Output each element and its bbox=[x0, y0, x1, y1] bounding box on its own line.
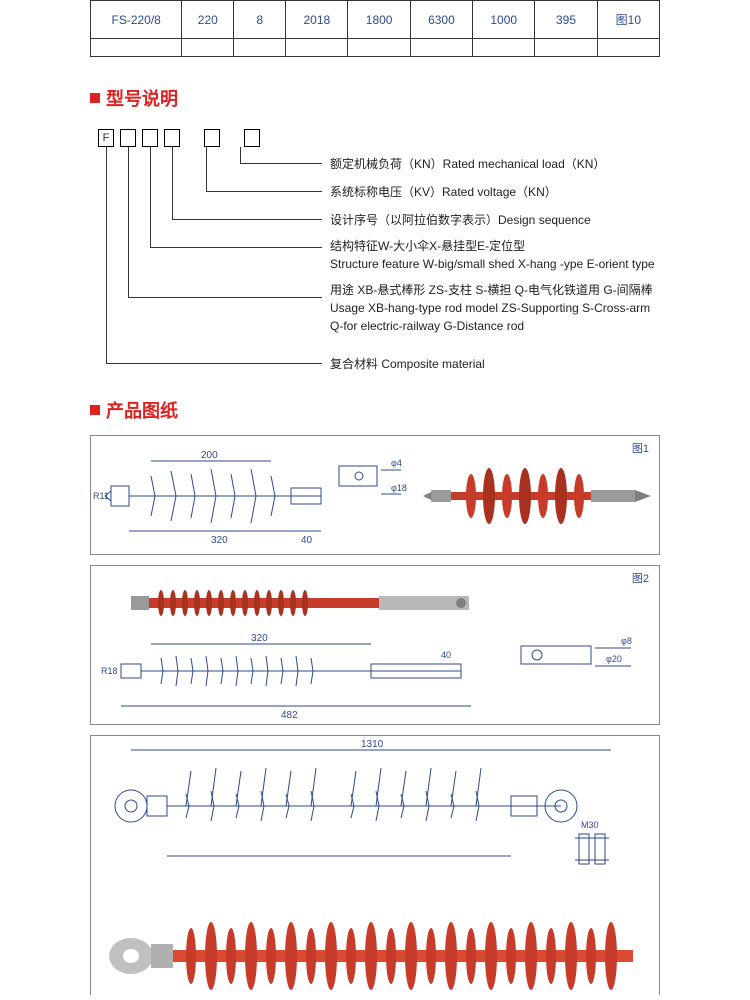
table-blank-row bbox=[91, 39, 660, 57]
section-marker-icon bbox=[90, 405, 100, 415]
cell: 图10 bbox=[597, 1, 659, 39]
drawing-tag: 图1 bbox=[632, 440, 649, 456]
svg-text:40: 40 bbox=[441, 650, 451, 660]
cell: 2018 bbox=[286, 1, 348, 39]
drawings-container: 图1 200 320 40 bbox=[90, 435, 660, 995]
cell: 1800 bbox=[348, 1, 410, 39]
svg-text:φ20: φ20 bbox=[606, 654, 622, 664]
model-boxes: F bbox=[98, 129, 260, 147]
connector-line bbox=[150, 147, 151, 247]
svg-text:φ4: φ4 bbox=[391, 458, 402, 468]
svg-text:1310: 1310 bbox=[361, 739, 384, 750]
connector-line bbox=[206, 147, 207, 191]
connector-line bbox=[172, 147, 173, 219]
cell: 6300 bbox=[410, 1, 472, 39]
drawing-panel: 图1 200 320 40 bbox=[90, 435, 660, 555]
model-box bbox=[204, 129, 220, 147]
spec-table: FS-220/8 220 8 2018 1800 6300 1000 395 图… bbox=[90, 0, 660, 57]
table-row: FS-220/8 220 8 2018 1800 6300 1000 395 图… bbox=[91, 1, 660, 39]
cell: 395 bbox=[535, 1, 597, 39]
svg-text:320: 320 bbox=[251, 633, 268, 644]
drawing-svg: 320 482 40 R18 φ8 φ20 bbox=[91, 566, 651, 725]
connector-line bbox=[240, 147, 241, 163]
model-diagram: F 额定机械负荷（KN）Rated mechanical load（KN） 系统… bbox=[90, 129, 660, 389]
drawing-panel: 图2 bbox=[90, 565, 660, 725]
connector-line bbox=[240, 163, 322, 164]
model-label: 复合材料 Composite material bbox=[330, 355, 485, 373]
drawing-tag: 图2 bbox=[632, 570, 649, 586]
svg-text:φ18: φ18 bbox=[391, 483, 407, 493]
model-box bbox=[142, 129, 158, 147]
section-title: 型号说明 bbox=[106, 85, 178, 111]
svg-text:482: 482 bbox=[281, 710, 298, 721]
drawing-svg: 1310 bbox=[91, 736, 651, 995]
model-box bbox=[120, 129, 136, 147]
cell: 1000 bbox=[473, 1, 535, 39]
connector-line bbox=[150, 247, 322, 248]
model-box bbox=[244, 129, 260, 147]
section-title: 产品图纸 bbox=[106, 397, 178, 423]
drawing-svg: 200 320 40 R11 φ4 φ18 bbox=[91, 436, 651, 555]
section-model-heading: 型号说明 bbox=[90, 85, 660, 111]
cell: FS-220/8 bbox=[91, 1, 182, 39]
connector-line bbox=[128, 147, 129, 297]
svg-text:R11: R11 bbox=[93, 491, 109, 501]
connector-line bbox=[128, 297, 322, 298]
connector-line bbox=[206, 191, 322, 192]
section-marker-icon bbox=[90, 93, 100, 103]
connector-line bbox=[106, 147, 107, 363]
svg-text:φ8: φ8 bbox=[621, 636, 632, 646]
model-box bbox=[164, 129, 180, 147]
model-label: 结构特征W-大小伞X-悬挂型E-定位型 Structure feature W-… bbox=[330, 237, 655, 273]
model-label: 系统标称电压（KV）Rated voltage（KN） bbox=[330, 183, 557, 201]
model-box: F bbox=[98, 129, 114, 147]
section-drawings-heading: 产品图纸 bbox=[90, 397, 660, 423]
model-label: 用途 XB-悬式棒形 ZS-支柱 S-横担 Q-电气化铁道用 G-间隔棒 Usa… bbox=[330, 281, 653, 335]
model-label: 额定机械负荷（KN）Rated mechanical load（KN） bbox=[330, 155, 605, 173]
connector-line bbox=[172, 219, 322, 220]
cell: 220 bbox=[182, 1, 234, 39]
svg-text:320: 320 bbox=[211, 535, 228, 546]
svg-text:R18: R18 bbox=[101, 666, 118, 676]
connector-line bbox=[106, 363, 322, 364]
cell: 8 bbox=[234, 1, 286, 39]
svg-text:200: 200 bbox=[201, 450, 218, 461]
drawing-panel: 1310 bbox=[90, 735, 660, 995]
svg-text:40: 40 bbox=[301, 535, 313, 546]
model-label: 设计序号（以阿拉伯数字表示）Design sequence bbox=[330, 211, 591, 229]
svg-text:M30: M30 bbox=[581, 820, 599, 830]
